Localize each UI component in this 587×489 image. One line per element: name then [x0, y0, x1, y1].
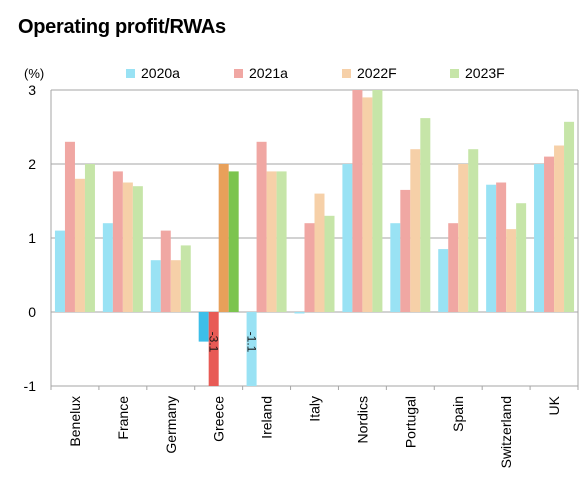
legend-item: 2021a: [234, 64, 342, 82]
bar: [150, 260, 161, 312]
bar: [534, 164, 545, 312]
bar: [228, 171, 239, 312]
bar: [256, 141, 267, 312]
y-axis-unit-label: (%): [24, 66, 45, 81]
bar: [84, 164, 95, 312]
bar: [554, 145, 565, 312]
x-tick-label: UK: [546, 395, 562, 415]
x-tick-label: Nordics: [354, 396, 370, 443]
chart-title: Operating profit/RWAs: [18, 16, 226, 38]
bar: [438, 249, 449, 312]
x-tick-label: France: [115, 396, 131, 440]
bar: [544, 156, 555, 312]
legend-item: 2022F: [342, 64, 450, 82]
bar: [486, 184, 497, 312]
bar: [112, 171, 123, 312]
bar: [170, 260, 181, 312]
bar: [390, 223, 401, 312]
y-tick-label: -1: [24, 378, 37, 394]
x-tick-label: Italy: [307, 396, 323, 422]
x-tick-label: Benelux: [67, 396, 83, 447]
bar: [352, 90, 363, 312]
legend: 2020a 2021a 2022F 2023F: [126, 64, 558, 82]
bar: [304, 223, 315, 312]
legend-label: 2023F: [465, 65, 505, 81]
bar: [180, 245, 191, 312]
bar: [246, 312, 257, 386]
bar: [372, 90, 383, 312]
bar: [516, 203, 527, 312]
legend-swatch: [234, 68, 243, 78]
legend-swatch: [450, 68, 459, 78]
bar: [266, 171, 277, 312]
bar: [314, 193, 325, 312]
y-tick-label: 2: [28, 156, 36, 172]
bar: [448, 223, 459, 312]
data-label: -1.1: [245, 332, 259, 353]
x-tick-label: Switzerland: [498, 396, 514, 468]
bar: [362, 97, 373, 313]
bar: [102, 223, 113, 312]
bar: [122, 182, 133, 312]
legend-item: 2023F: [450, 64, 558, 82]
bar: [324, 215, 335, 312]
x-tick-label: Spain: [450, 396, 466, 432]
bar: [506, 229, 517, 312]
legend-label: 2020a: [141, 65, 180, 81]
legend-swatch: [342, 68, 351, 78]
bar: [74, 178, 85, 312]
bar: [496, 182, 507, 312]
x-tick-label: Greece: [211, 396, 227, 442]
legend-label: 2022F: [357, 65, 397, 81]
bar: [276, 171, 287, 312]
y-tick-label: 1: [28, 230, 36, 246]
x-tick-label: Ireland: [259, 396, 275, 439]
bar: [132, 186, 143, 312]
x-tick-label: Germany: [163, 396, 179, 454]
bar: [64, 141, 75, 312]
legend-swatch: [126, 68, 135, 78]
bar: [410, 149, 421, 312]
bar: [564, 121, 575, 312]
data-label: -3.1: [207, 332, 221, 353]
legend-label: 2021a: [249, 65, 288, 81]
bar: [420, 118, 431, 313]
y-tick-label: 3: [28, 82, 36, 98]
bar: [160, 230, 171, 312]
bar: [342, 164, 353, 312]
bar: [400, 189, 411, 312]
bar: [208, 312, 219, 386]
bar: [458, 164, 469, 312]
y-tick-label: 0: [28, 304, 36, 320]
legend-item: 2020a: [126, 64, 234, 82]
bar: [294, 312, 305, 314]
bar: [54, 230, 65, 312]
bar: [468, 149, 479, 312]
bar: [198, 312, 209, 342]
bar: [218, 164, 229, 312]
x-tick-label: Portugal: [402, 396, 418, 448]
